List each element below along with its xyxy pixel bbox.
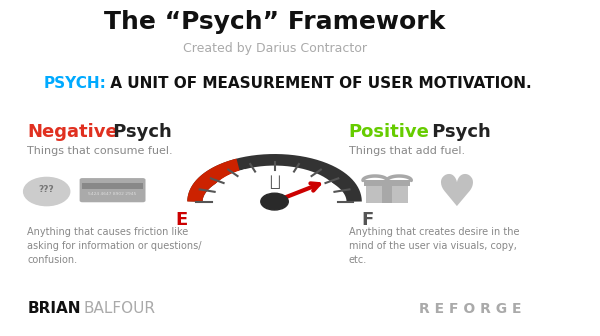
Text: Positive: Positive xyxy=(349,123,430,141)
Text: F: F xyxy=(362,211,374,229)
Circle shape xyxy=(23,177,70,206)
Text: Things that consume fuel.: Things that consume fuel. xyxy=(28,146,173,156)
Text: Negative: Negative xyxy=(28,123,118,141)
Text: ♥: ♥ xyxy=(436,172,476,215)
Text: R E F O R G E: R E F O R G E xyxy=(419,302,521,316)
Text: E: E xyxy=(175,211,187,229)
Text: Anything that causes friction like
asking for information or questions/
confusio: Anything that causes friction like askin… xyxy=(28,227,202,265)
Text: ???: ??? xyxy=(39,185,55,194)
Text: BRIAN: BRIAN xyxy=(28,301,81,316)
Text: BALFOUR: BALFOUR xyxy=(83,301,155,316)
Bar xyxy=(382,180,392,203)
Text: ⛽: ⛽ xyxy=(269,172,280,190)
Text: Things that add fuel.: Things that add fuel. xyxy=(349,146,465,156)
Bar xyxy=(82,183,143,189)
Text: Anything that creates desire in the
mind of the user via visuals, copy,
etc.: Anything that creates desire in the mind… xyxy=(349,227,519,265)
Bar xyxy=(366,185,408,203)
Text: A UNIT OF MEASUREMENT OF USER MOTIVATION.: A UNIT OF MEASUREMENT OF USER MOTIVATION… xyxy=(106,76,532,91)
Text: PSYCH:: PSYCH: xyxy=(44,76,107,91)
FancyBboxPatch shape xyxy=(80,178,146,202)
Text: The “Psych” Framework: The “Psych” Framework xyxy=(104,10,445,34)
Circle shape xyxy=(261,193,288,210)
Text: 5424 4647 8902 2945: 5424 4647 8902 2945 xyxy=(88,192,137,196)
Text: Psych: Psych xyxy=(107,123,172,141)
Bar xyxy=(364,180,410,186)
Text: Created by Darius Contractor: Created by Darius Contractor xyxy=(182,42,367,55)
Text: Psych: Psych xyxy=(425,123,490,141)
